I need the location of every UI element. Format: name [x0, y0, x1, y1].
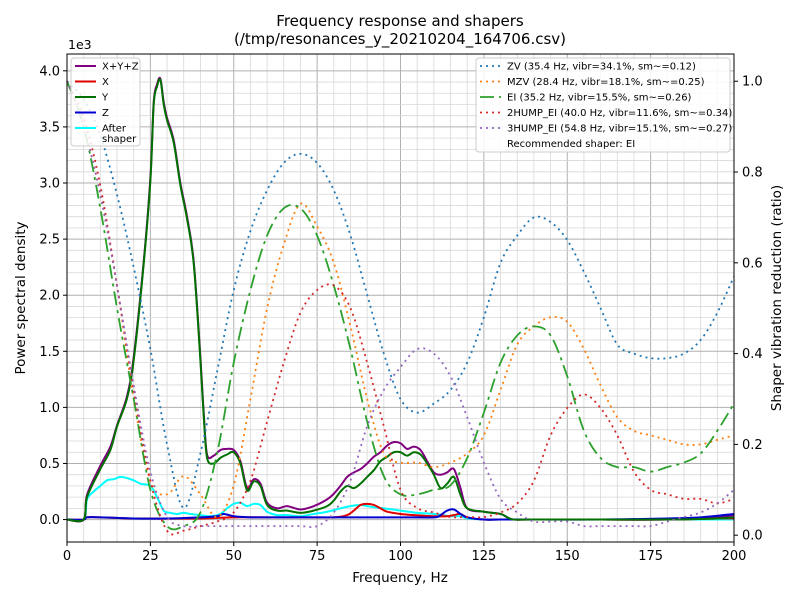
x-tick-label: 200 — [722, 549, 747, 564]
y2-axis-label: Shaper vibration reduction (ratio) — [769, 185, 785, 411]
x-tick-label: 0 — [63, 549, 71, 564]
shaper-line-3hump-ei — [66, 80, 735, 529]
legend-shaper-label: EI (35.2 Hz, vibr=15.5%, sm~=0.26) — [507, 93, 692, 104]
chart-title: Frequency response and shapers — [276, 12, 524, 30]
x-tick-label: 100 — [388, 549, 413, 564]
y-multiplier-label: 1e3 — [68, 37, 92, 52]
x-tick-label: 25 — [142, 549, 159, 564]
y-tick-label: 3.0 — [39, 177, 60, 192]
y-tick-label: 2.5 — [39, 233, 60, 248]
shaper-line-2hump-ei — [66, 80, 735, 536]
legend-psd-label: X+Y+Z — [102, 62, 139, 73]
y-tick-label: 1.0 — [39, 401, 60, 416]
axis-ticks: 0 25 50 75 100 125 150 175 200 0.0 0.5 1.0 1.5 2.0 2.5… — [39, 64, 762, 564]
x-axis-label: Frequency, Hz — [352, 570, 448, 586]
legend-shapers-box — [475, 57, 731, 153]
y2-tick-label: 0.6 — [742, 256, 763, 271]
y-tick-label: 4.0 — [39, 64, 60, 79]
legend-psd-label: Y — [101, 93, 109, 104]
x-tick-label: 150 — [555, 549, 580, 564]
recommended-shaper-label: Recommended shaper: EI — [507, 139, 635, 150]
y-tick-label: 1.5 — [39, 345, 60, 360]
psd-series — [66, 76, 735, 523]
y2-tick-label: 0.2 — [742, 438, 763, 453]
psd-line-after-shaper — [66, 475, 734, 523]
y-axis-label: Power spectral density — [13, 221, 29, 374]
x-tick-label: 125 — [471, 549, 496, 564]
y-tick-label: 2.0 — [39, 289, 60, 304]
legend-psd-label: shaper — [102, 134, 137, 145]
legend-shaper-label: 2HUMP_EI (40.0 Hz, vibr=11.6%, sm~=0.34) — [507, 108, 732, 119]
psd-line-y — [66, 78, 735, 523]
x-tick-label: 50 — [225, 549, 242, 564]
y-tick-label: 3.5 — [39, 120, 60, 135]
legend-shaper-label: ZV (35.4 Hz, vibr=34.1%, sm~=0.12) — [507, 62, 696, 73]
y2-tick-label: 0.4 — [742, 347, 763, 362]
y-tick-label: 0.5 — [39, 457, 60, 472]
shaper-line-mzv — [66, 80, 735, 518]
shaper-series — [66, 80, 735, 536]
y2-tick-label: 0.8 — [742, 166, 763, 181]
legend-psd-label: X — [102, 77, 109, 88]
x-tick-label: 175 — [638, 549, 663, 564]
legend-psd-label: Z — [102, 108, 109, 119]
legend-psd-label: After — [102, 124, 127, 135]
legend-psd-box — [70, 57, 141, 147]
legend-shapers: ZV (35.4 Hz, vibr=34.1%, sm~=0.12) MZV (2… — [475, 57, 732, 153]
shaper-line-ei — [66, 80, 735, 531]
y2-tick-label: 0.0 — [742, 529, 763, 544]
x-tick-label: 75 — [309, 549, 326, 564]
legend-shaper-label: MZV (28.4 Hz, vibr=18.1%, sm~=0.25) — [507, 77, 705, 88]
legend-shaper-label: 3HUMP_EI (54.8 Hz, vibr=15.1%, sm~=0.27) — [507, 124, 732, 135]
chart-subtitle: (/tmp/resonances_y_20210204_164706.csv) — [234, 30, 566, 49]
shaper-line-zv — [66, 80, 735, 509]
y2-tick-label: 1.0 — [742, 75, 763, 90]
y-tick-label: 0.0 — [39, 513, 60, 528]
